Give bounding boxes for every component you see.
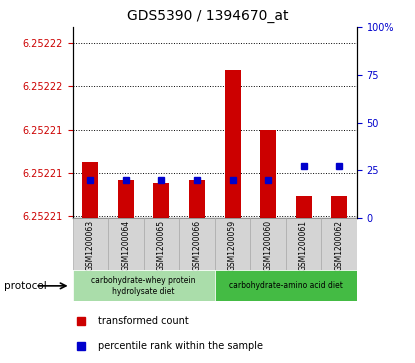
- Bar: [144, 218, 179, 270]
- Bar: [286, 218, 321, 270]
- Bar: [250, 218, 286, 270]
- Bar: [179, 218, 215, 270]
- Bar: [295, 196, 312, 218]
- Bar: [73, 218, 108, 270]
- Text: GSM1200065: GSM1200065: [157, 220, 166, 271]
- Bar: [73, 270, 215, 301]
- Text: GSM1200066: GSM1200066: [193, 220, 202, 271]
- Bar: [108, 218, 144, 270]
- Text: GSM1200062: GSM1200062: [334, 220, 344, 271]
- Text: percentile rank within the sample: percentile rank within the sample: [98, 341, 263, 351]
- Text: protocol: protocol: [4, 281, 47, 291]
- Text: GSM1200060: GSM1200060: [264, 220, 273, 271]
- Text: GSM1200061: GSM1200061: [299, 220, 308, 271]
- Bar: [331, 196, 347, 218]
- Bar: [154, 183, 169, 218]
- Bar: [260, 130, 276, 218]
- Text: transformed count: transformed count: [98, 316, 189, 326]
- Text: GDS5390 / 1394670_at: GDS5390 / 1394670_at: [127, 9, 288, 23]
- Text: GSM1200063: GSM1200063: [86, 220, 95, 271]
- Bar: [189, 180, 205, 218]
- Text: GSM1200064: GSM1200064: [122, 220, 130, 271]
- Bar: [321, 218, 357, 270]
- Text: carbohydrate-amino acid diet: carbohydrate-amino acid diet: [229, 281, 343, 290]
- Bar: [215, 270, 357, 301]
- Bar: [83, 162, 98, 218]
- Text: GSM1200059: GSM1200059: [228, 220, 237, 271]
- Bar: [118, 180, 134, 218]
- Bar: [215, 218, 250, 270]
- Text: carbohydrate-whey protein
hydrolysate diet: carbohydrate-whey protein hydrolysate di…: [91, 276, 196, 295]
- Bar: [225, 70, 241, 218]
